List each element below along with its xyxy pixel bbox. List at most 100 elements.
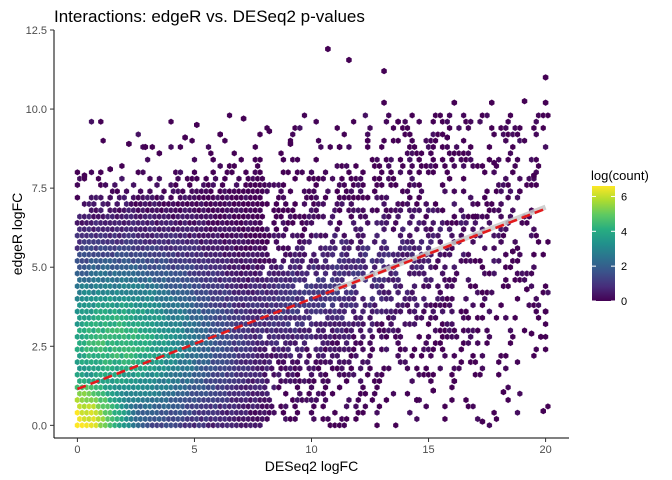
hex-cell [542, 282, 549, 290]
hex-cell-outlier [521, 98, 528, 105]
hex-cell [210, 156, 217, 164]
hex-cell [168, 143, 174, 151]
hex-cell [488, 289, 495, 296]
hex-cell [381, 137, 387, 145]
hex-cell-outlier [430, 387, 436, 394]
hex-cell [243, 168, 249, 176]
hex-cell [374, 206, 380, 214]
hex-cell [381, 200, 387, 208]
hex-cell [418, 149, 425, 157]
hex-cell [507, 263, 514, 271]
hex-cell [507, 149, 514, 157]
hex-cell [364, 194, 371, 201]
hex-cell [313, 257, 320, 265]
hex-cell [383, 194, 390, 201]
hex-cell [498, 238, 505, 246]
hex-cell [348, 213, 355, 220]
hex-cell [516, 175, 523, 183]
y-axis-title: edgeR logFC [9, 193, 25, 276]
hex-cell [236, 175, 242, 183]
hex-cell [189, 137, 196, 145]
hex-cell [472, 219, 479, 227]
hex-cell [432, 162, 439, 170]
hex-cell [369, 295, 376, 303]
hex-cell [322, 232, 329, 239]
hex-cell [205, 143, 212, 151]
hex-cell [427, 238, 434, 246]
hex-cell [331, 244, 338, 252]
hex-cell [282, 225, 289, 233]
hex-cell [437, 339, 444, 347]
hex-cell [231, 149, 238, 157]
hex-cell [299, 257, 306, 265]
hex-cell [430, 219, 437, 227]
hex-cell [460, 225, 467, 233]
hex-cell [322, 270, 329, 277]
legend-tick-label: 0 [621, 296, 627, 308]
hex-cell [88, 168, 95, 176]
hex-cell [446, 225, 453, 233]
hex-cell [512, 314, 519, 322]
hex-cell [350, 308, 357, 315]
hex-cell [186, 181, 193, 189]
hex-cell [498, 213, 505, 220]
hex-cell [474, 339, 481, 347]
hex-cell-outlier [325, 45, 331, 53]
hex-cell [357, 327, 364, 334]
hex-cell [357, 314, 364, 322]
hex-cell [74, 168, 81, 176]
hex-cell [465, 276, 472, 284]
hex-cell [491, 409, 498, 417]
hex-cell [463, 219, 469, 227]
hex-cell [545, 112, 551, 119]
hex-cell [481, 168, 488, 176]
hex-cell-outlier [531, 172, 537, 179]
hex-cell [360, 295, 366, 303]
hex-cell [285, 244, 292, 252]
hex-cell [294, 358, 301, 366]
hex-cell [540, 124, 547, 132]
hex-cell [451, 187, 458, 195]
hex-cell [294, 371, 301, 379]
hex-cell [329, 251, 336, 258]
hex-cell [130, 181, 137, 189]
hex-cell [516, 251, 523, 258]
hex-cell [374, 156, 380, 164]
hex-cell [257, 194, 263, 201]
hex-cell [502, 137, 509, 145]
hex-cell [264, 225, 270, 233]
hex-cell [280, 232, 287, 239]
hex-cell [474, 200, 481, 208]
hex-cell [460, 175, 467, 183]
hex-cell [442, 415, 448, 423]
hex-cell [343, 377, 350, 385]
hex-cell [484, 187, 490, 195]
hex-cell [320, 276, 327, 284]
hex-cell [495, 206, 502, 214]
hex-cell [378, 320, 385, 328]
hex-cell [491, 270, 498, 277]
hex-cell [395, 289, 402, 296]
hex-cell [533, 181, 540, 189]
hex-cell [502, 314, 509, 322]
hex-cell [353, 289, 359, 296]
hex-cell [177, 143, 184, 151]
hex-cell-outlier [381, 99, 387, 106]
hex-cell [470, 403, 476, 410]
hex-cell [221, 137, 228, 145]
hex-cell [320, 175, 327, 183]
hex-cell [474, 415, 481, 423]
hex-cell [161, 187, 167, 195]
hex-cell [324, 187, 331, 195]
hex-cell [306, 390, 313, 398]
hex-cell [420, 219, 427, 227]
hex-cell [514, 358, 521, 366]
hex-cell [418, 352, 425, 360]
hex-cell [432, 137, 439, 145]
hex-cell [264, 187, 270, 195]
hex-cell [416, 181, 423, 189]
hex-cell [406, 131, 413, 138]
hex-cell [446, 301, 453, 309]
hex-cell [505, 194, 512, 201]
hex-cell [299, 320, 306, 328]
